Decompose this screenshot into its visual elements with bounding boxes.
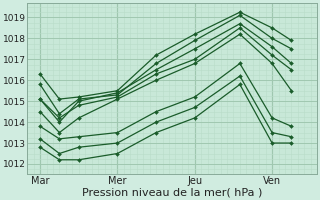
X-axis label: Pression niveau de la mer( hPa ): Pression niveau de la mer( hPa ) (82, 187, 262, 197)
